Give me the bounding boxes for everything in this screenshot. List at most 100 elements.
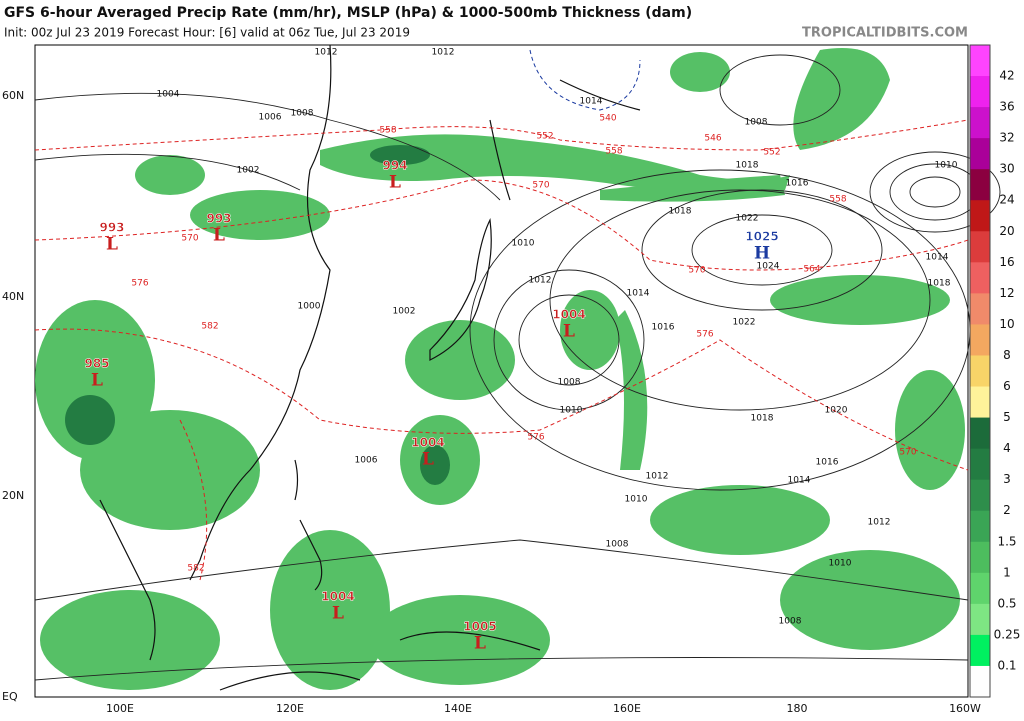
coast [99, 499, 156, 661]
coast [489, 79, 641, 201]
precip-area [560, 290, 620, 370]
thickness-label: 576 [527, 433, 544, 443]
pressure-symbol: L [563, 322, 575, 342]
isobar-label: 1024 [757, 262, 780, 272]
isobar [719, 54, 841, 126]
thickness-line [529, 49, 641, 111]
precip-core [370, 145, 430, 165]
isobar-label: 1000 [298, 302, 321, 312]
thickness-label: 558 [605, 147, 622, 157]
colorbar-swatch [970, 169, 990, 201]
colorbar-label: 8 [1003, 348, 1011, 362]
thickness-label: 576 [696, 330, 713, 340]
colorbar-label: 1 [1003, 565, 1011, 579]
isobar [549, 189, 931, 411]
isobar-label: 1012 [315, 48, 338, 58]
colorbar-swatch [970, 572, 990, 605]
isobar-label: 1010 [829, 559, 852, 569]
colorbar-label: 0.25 [994, 627, 1021, 641]
isobar-label: 1012 [868, 518, 891, 528]
isobar-label: 1010 [625, 495, 648, 505]
precip-area [793, 48, 890, 150]
colorbar-swatch [970, 634, 990, 667]
precip-area [650, 485, 830, 555]
isobar [909, 176, 961, 208]
isobar-label: 1018 [928, 279, 951, 289]
lat-label: 60N [2, 89, 24, 102]
thickness-line [34, 179, 969, 271]
colorbar-label: 6 [1003, 379, 1011, 393]
pressure-value: 1005 [463, 620, 496, 634]
precip-area [780, 550, 960, 650]
precip-area [370, 595, 550, 685]
pressure-symbol: L [213, 226, 225, 246]
thickness-label: 570 [532, 181, 549, 191]
isobar-label: 1008 [779, 617, 802, 627]
colorbar-swatch [970, 45, 990, 77]
pressure-value: 1025 [745, 230, 778, 244]
colorbar-swatch [970, 417, 990, 450]
pressure-symbol: L [106, 235, 118, 255]
colorbar-label: 16 [999, 255, 1014, 269]
map-labels: 993L993L994L985L1004L1025H1004L1004L1005… [84, 48, 958, 654]
thickness-label: 570 [181, 234, 198, 244]
precip-area [40, 590, 220, 690]
colorbar-label: 12 [999, 286, 1014, 300]
lon-label: 140E [444, 702, 472, 715]
title: GFS 6-hour Averaged Precip Rate (mm/hr),… [4, 5, 692, 21]
colorbar-label: 2 [1003, 503, 1011, 517]
isobar-label: 1018 [736, 161, 759, 171]
precip-heavy [65, 145, 450, 485]
thickness-label: 582 [201, 322, 218, 332]
thickness-line [34, 328, 969, 471]
isobar-label: 1010 [560, 406, 583, 416]
coast [294, 459, 323, 591]
isobar-label: 1014 [627, 289, 650, 299]
thickness-label: 558 [379, 126, 396, 136]
isobar-label: 1016 [786, 179, 809, 189]
colorbar-label: 5 [1003, 410, 1011, 424]
colorbar-swatch [970, 293, 990, 325]
isobar-label: 1012 [432, 48, 455, 58]
precip-band [320, 134, 790, 192]
isobar-label: 1018 [751, 414, 774, 424]
coast [189, 44, 332, 581]
isobar [641, 189, 883, 311]
colorbar-label: 36 [999, 100, 1014, 114]
colorbar-swatch [970, 200, 990, 232]
thickness [34, 119, 969, 581]
colorbar-swatch [970, 448, 990, 481]
colorbar-label: 0.1 [997, 658, 1016, 672]
isobars [34, 54, 1001, 681]
isobar-label: 1008 [745, 118, 768, 128]
subtitle: Init: 00z Jul 23 2019 Forecast Hour: [6]… [4, 26, 410, 40]
pressure-symbol: L [389, 173, 401, 193]
colorbar-label: 10 [999, 317, 1014, 331]
isobar [869, 151, 1001, 233]
isobar-label: 1016 [652, 323, 675, 333]
isobar-label: 1006 [259, 113, 282, 123]
colorbar-label: 20 [999, 224, 1014, 238]
thickness-label: 570 [688, 266, 705, 276]
lon-label: 160E [613, 702, 641, 715]
thickness-label: 564 [803, 265, 820, 275]
colorbar-label: 3 [1003, 472, 1011, 486]
pressure-symbol: L [332, 604, 344, 624]
coast [429, 217, 492, 361]
thickness-line [179, 419, 208, 581]
isobar-label: 1008 [291, 109, 314, 119]
lat-label: 40N [2, 290, 24, 303]
map: 993L993L994L985L1004L1025H1004L1004L1005… [34, 44, 1001, 698]
isobar-label: 1010 [512, 239, 535, 249]
precip-area [405, 320, 515, 400]
precip-core [420, 445, 450, 485]
precip [35, 48, 965, 690]
isobar-label: 1010 [935, 161, 958, 171]
precip-area [270, 530, 390, 690]
thickness-label: 576 [131, 279, 148, 289]
colorbar-label: 24 [999, 193, 1014, 207]
isobar-label: 1006 [355, 456, 378, 466]
isobar-label: 1022 [733, 318, 756, 328]
isobar [34, 92, 969, 681]
pressure-symbol: L [474, 634, 486, 654]
